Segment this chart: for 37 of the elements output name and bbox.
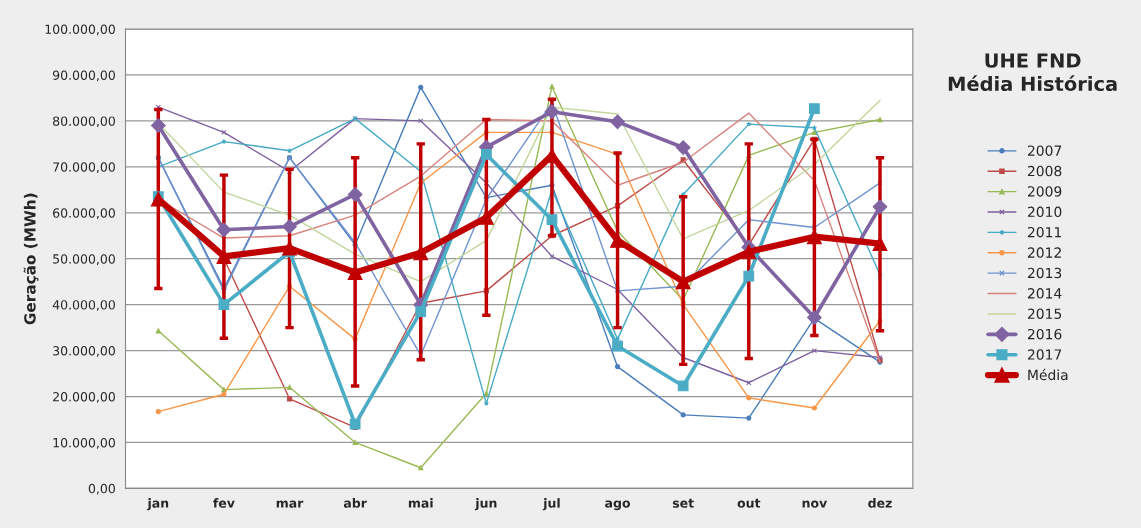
x-tick-label: out bbox=[737, 498, 761, 508]
y-tick-label: 10.000,00 bbox=[53, 437, 115, 449]
legend-label: 2013 bbox=[1027, 267, 1062, 279]
legend-label: 2009 bbox=[1027, 186, 1062, 197]
y-tick-label: 40.000,00 bbox=[52, 300, 115, 311]
y-tick-label: 90.000,00 bbox=[52, 70, 115, 82]
y-tick-label: 80.000,00 bbox=[53, 116, 115, 128]
legend-label: 2007 bbox=[1027, 145, 1062, 156]
x-tick-label: ago bbox=[605, 500, 631, 511]
y-tick-label: 50.000,00 bbox=[53, 254, 115, 265]
y-tick-label: 60.000,00 bbox=[53, 208, 115, 219]
x-tick-label: jan bbox=[147, 498, 169, 511]
x-tick-label: set bbox=[672, 498, 694, 508]
y-tick-label: 20.000,00 bbox=[53, 392, 115, 403]
legend-label: Média bbox=[1028, 368, 1068, 381]
text: UHE FND Média Histórica bbox=[948, 53, 1117, 92]
legend-label: 2008 bbox=[1027, 165, 1062, 177]
legend-label: 2017 bbox=[1027, 349, 1062, 360]
x-tick-label: nov bbox=[802, 500, 828, 508]
x-tick-label: mai bbox=[408, 498, 433, 508]
y-axis-title: Geração (MWh) bbox=[23, 193, 39, 325]
x-tick-label: fev bbox=[213, 498, 235, 508]
legend-label: 2010 bbox=[1027, 206, 1062, 218]
legend-label: 2016 bbox=[1027, 328, 1062, 340]
legend-label: 2012 bbox=[1027, 247, 1061, 258]
x-tick-label: abr bbox=[343, 498, 367, 508]
legend-label: 2014 bbox=[1027, 288, 1062, 299]
x-tick-label: jun bbox=[474, 498, 497, 511]
x-tick-label: jul bbox=[542, 498, 560, 511]
x-tick-label: dez bbox=[868, 498, 892, 508]
legend-label: 2015 bbox=[1027, 308, 1062, 319]
legend-label: 2011 bbox=[1027, 226, 1062, 238]
y-tick-label: 30.000,00 bbox=[53, 346, 115, 357]
y-tick-label: 0,00 bbox=[88, 483, 115, 495]
x-tick-label: mar bbox=[276, 500, 304, 508]
y-tick-label: 70.000,00 bbox=[53, 162, 115, 174]
y-tick-label: 100.000,00 bbox=[45, 24, 115, 36]
